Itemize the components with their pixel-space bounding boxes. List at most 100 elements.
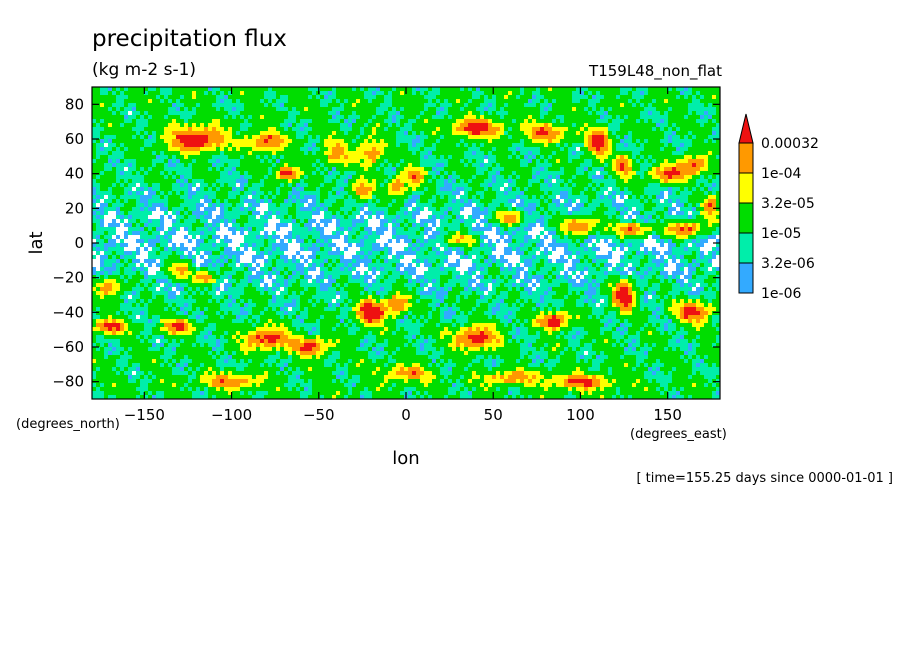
- field-cell: [596, 147, 600, 151]
- field-cell: [120, 183, 124, 187]
- field-cell: [504, 275, 508, 279]
- field-cell: [444, 211, 448, 215]
- field-cell: [408, 271, 416, 275]
- field-cell: [424, 239, 428, 243]
- field-cell: [508, 323, 512, 327]
- field-cell: [680, 143, 684, 147]
- field-cell: [320, 323, 336, 327]
- field-cell: [260, 135, 268, 139]
- field-cell: [628, 171, 636, 175]
- field-cell: [436, 191, 452, 195]
- field-cell: [168, 171, 172, 175]
- field-cell: [572, 175, 576, 179]
- field-cell: [380, 167, 384, 171]
- field-cell: [176, 347, 212, 351]
- field-cell: [716, 191, 720, 195]
- field-cell: [460, 207, 464, 211]
- field-cell: [260, 347, 272, 351]
- field-cell: [108, 343, 112, 347]
- field-cell: [388, 183, 392, 187]
- field-cell: [692, 99, 700, 103]
- field-cell: [480, 143, 484, 147]
- field-cell: [208, 227, 212, 231]
- field-cell: [136, 103, 172, 107]
- field-cell: [288, 195, 292, 199]
- field-cell: [556, 231, 564, 235]
- field-cell: [228, 303, 232, 307]
- field-cell: [644, 255, 648, 259]
- field-cell: [496, 311, 508, 315]
- field-cell: [344, 131, 348, 135]
- field-cell: [492, 103, 496, 107]
- field-cell: [216, 335, 220, 339]
- field-cell: [340, 123, 348, 127]
- field-cell: [612, 119, 624, 123]
- field-cell: [524, 283, 528, 287]
- field-cell: [164, 171, 168, 175]
- field-cell: [336, 323, 340, 327]
- field-cell: [472, 99, 484, 103]
- field-cell: [244, 223, 264, 227]
- field-cell: [348, 295, 368, 299]
- field-cell: [224, 315, 236, 319]
- field-cell: [464, 127, 488, 131]
- field-cell: [116, 195, 120, 199]
- field-cell: [116, 327, 120, 331]
- field-cell: [392, 103, 424, 107]
- field-cell: [316, 351, 324, 355]
- field-cell: [116, 163, 128, 167]
- field-cell: [324, 171, 328, 175]
- field-cell: [364, 315, 380, 319]
- field-cell: [548, 195, 556, 199]
- field-cell: [208, 335, 216, 339]
- field-cell: [384, 247, 388, 251]
- field-cell: [640, 275, 644, 279]
- field-cell: [548, 331, 552, 335]
- field-cell: [596, 283, 600, 287]
- field-cell: [464, 255, 468, 259]
- field-cell: [524, 215, 540, 219]
- field-cell: [656, 215, 660, 219]
- field-cell: [128, 327, 144, 331]
- field-cell: [480, 303, 488, 307]
- field-cell: [232, 203, 236, 207]
- field-cell: [284, 279, 288, 283]
- field-cell: [444, 267, 456, 271]
- field-cell: [344, 179, 348, 183]
- field-cell: [636, 143, 640, 147]
- field-cell: [348, 115, 360, 119]
- field-cell: [584, 299, 588, 303]
- field-cell: [668, 199, 672, 203]
- field-cell: [232, 127, 240, 131]
- field-cell: [652, 119, 660, 123]
- field-cell: [612, 151, 632, 155]
- field-cell: [636, 87, 648, 91]
- field-cell: [596, 223, 608, 227]
- field-cell: [516, 195, 520, 199]
- field-cell: [240, 155, 244, 159]
- field-cell: [412, 207, 416, 211]
- field-cell: [144, 115, 148, 119]
- field-cell: [176, 163, 184, 167]
- field-cell: [600, 315, 604, 319]
- field-cell: [712, 299, 720, 303]
- field-cell: [92, 327, 100, 331]
- field-cell: [112, 271, 120, 275]
- field-cell: [364, 255, 368, 259]
- field-cell: [540, 211, 544, 215]
- field-cell: [484, 327, 488, 331]
- field-cell: [684, 223, 688, 227]
- field-cell: [376, 211, 384, 215]
- field-cell: [256, 343, 260, 347]
- field-cell: [648, 219, 656, 223]
- field-cell: [164, 99, 168, 103]
- field-cell: [692, 95, 696, 99]
- field-cell: [488, 315, 492, 319]
- field-cell: [272, 307, 276, 311]
- field-cell: [312, 235, 320, 239]
- field-cell: [676, 315, 680, 319]
- field-cell: [144, 187, 148, 191]
- field-cell: [472, 327, 476, 331]
- field-cell: [404, 199, 408, 203]
- field-cell: [212, 187, 216, 191]
